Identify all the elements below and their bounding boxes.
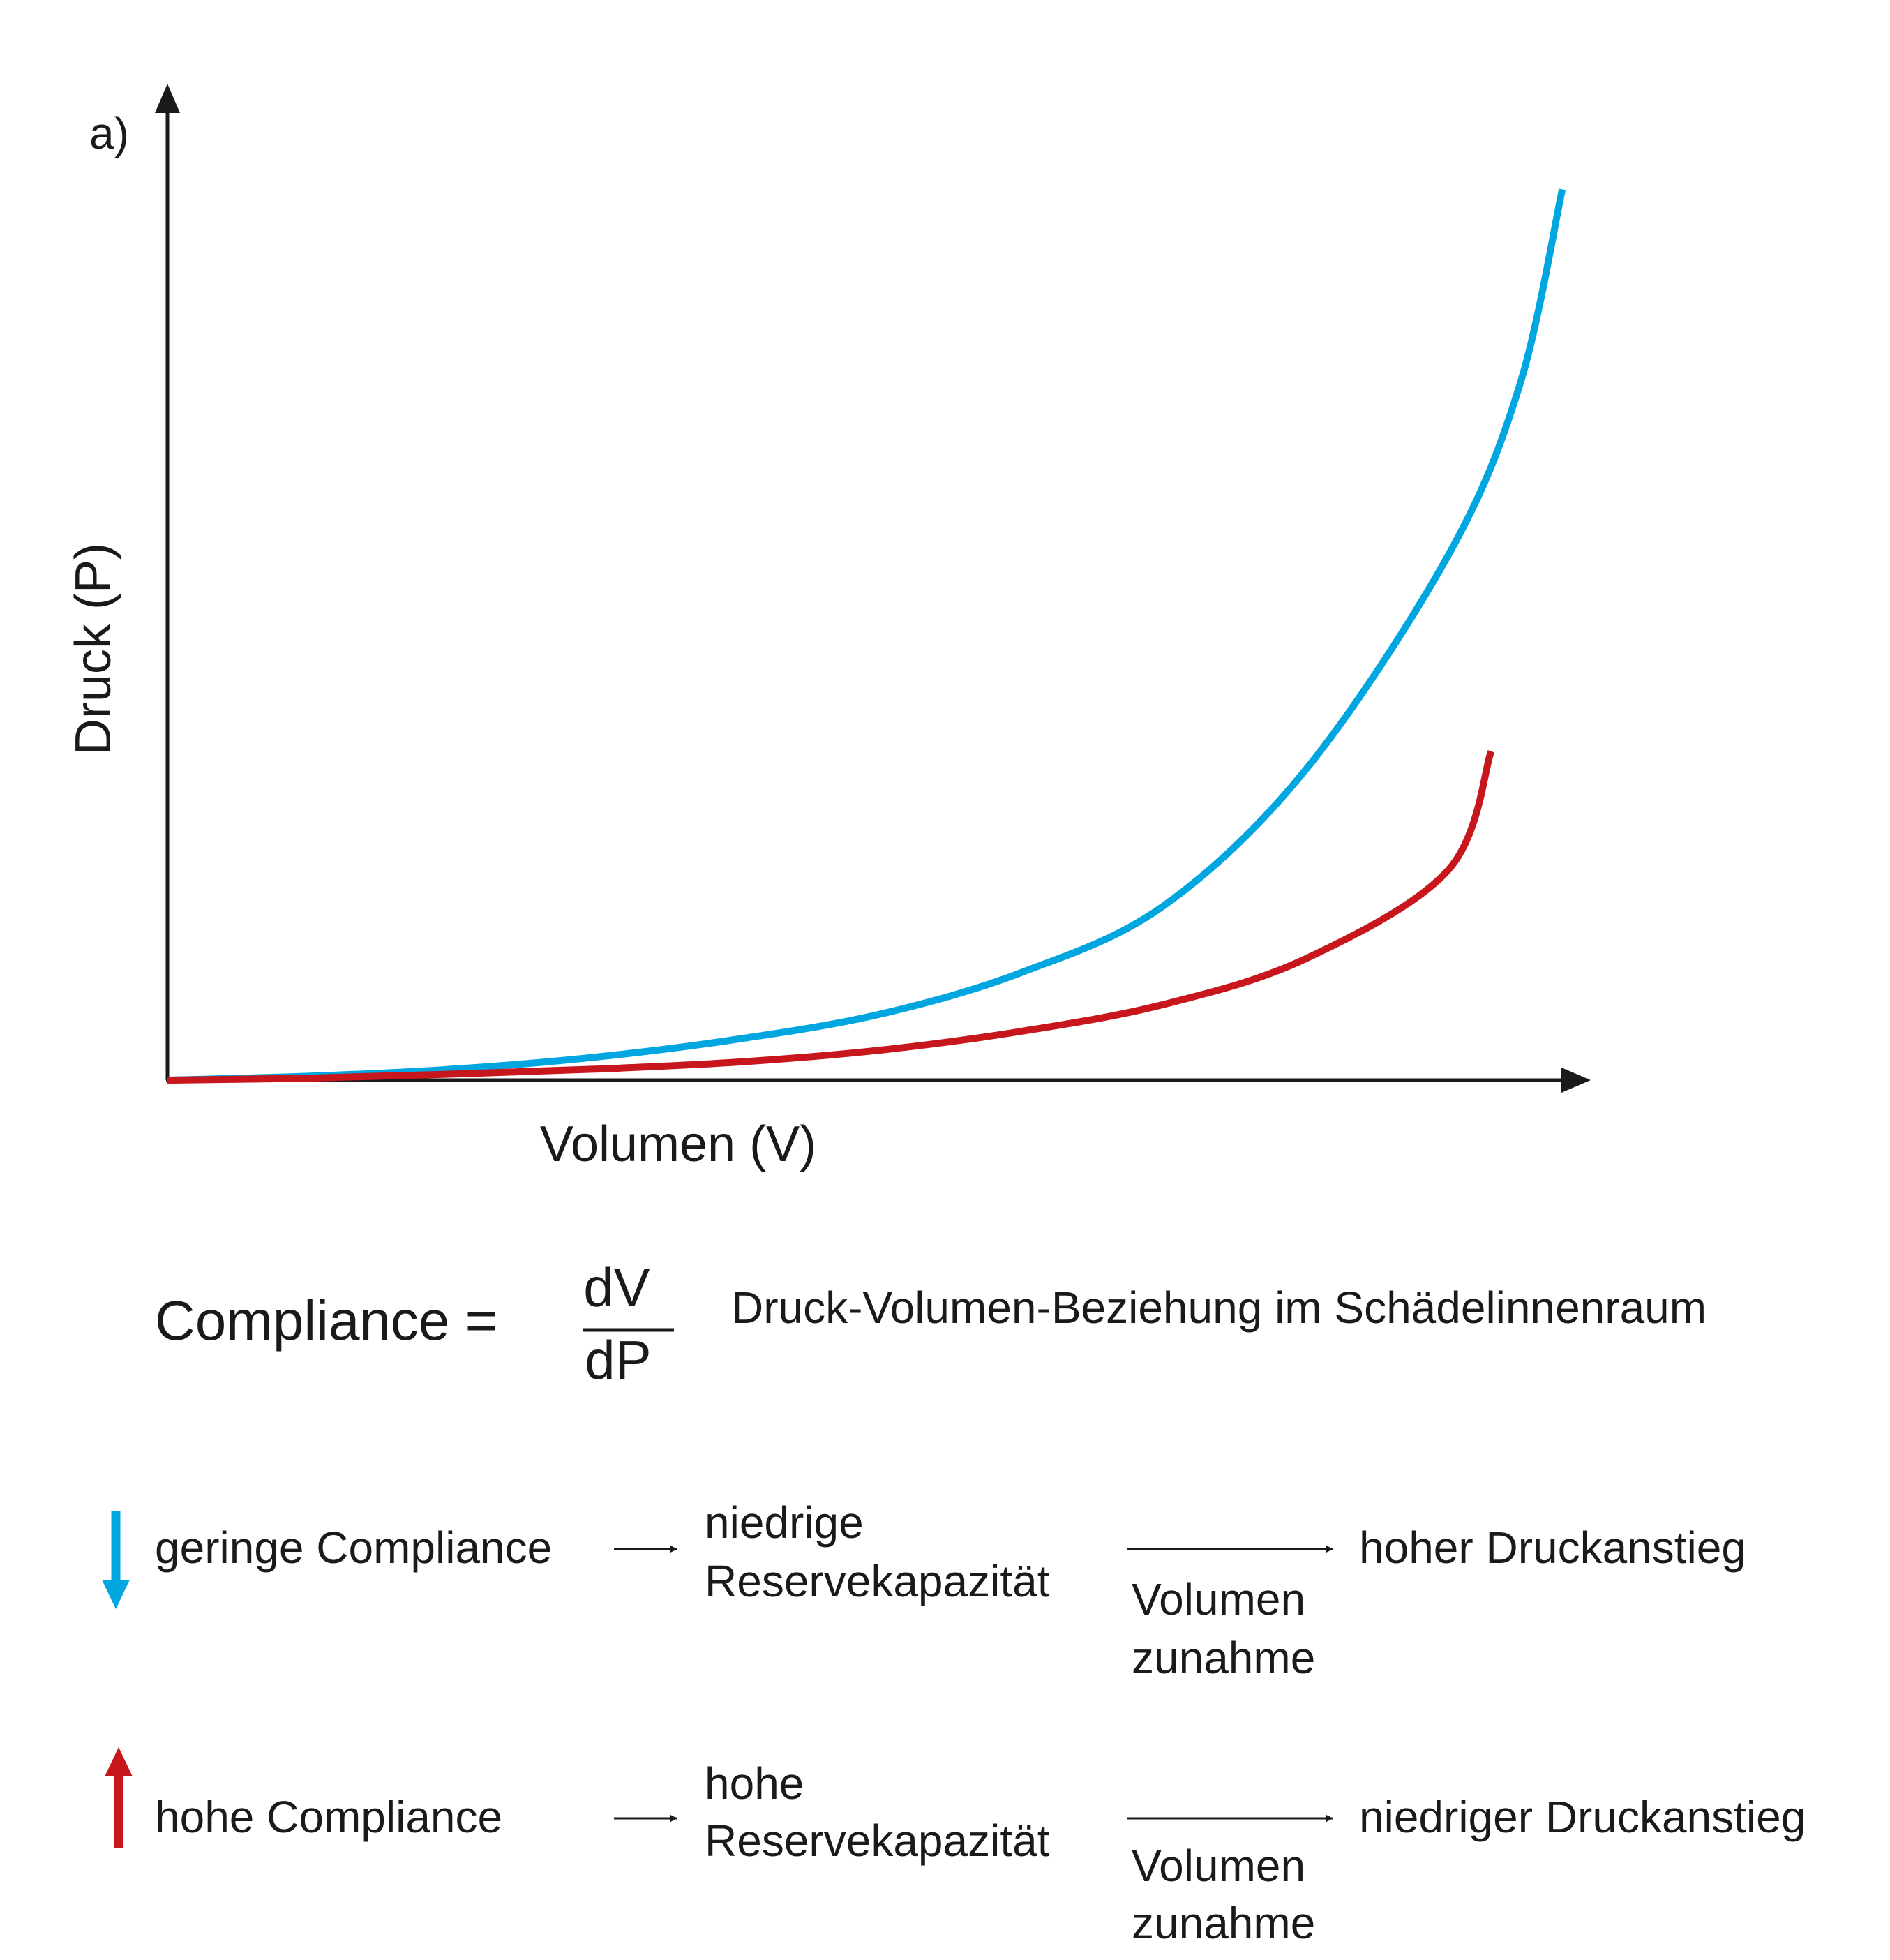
row1-volume-line1: Volumen bbox=[1132, 1574, 1305, 1624]
x-axis-label: Volumen (V) bbox=[540, 1116, 816, 1172]
row1-reserve-line2: Reservekapazität bbox=[705, 1556, 1050, 1606]
y-axis-arrowhead bbox=[155, 84, 180, 113]
row2-volume-line2: zunahme bbox=[1132, 1898, 1315, 1948]
formula-caption: Druck-Volumen-Beziehung im Schädelinnenr… bbox=[731, 1282, 1707, 1333]
red-up-arrow-icon bbox=[105, 1747, 133, 1776]
series-low-compliance-curve bbox=[167, 188, 1566, 1084]
y-axis-label: Druck (P) bbox=[66, 543, 121, 755]
series-high-compliance-curve bbox=[167, 750, 1494, 1084]
row1-result: hoher Druckanstieg bbox=[1359, 1523, 1746, 1573]
formula-lhs: Compliance = bbox=[155, 1289, 497, 1352]
row2-result: niedriger Druckanstieg bbox=[1359, 1792, 1806, 1842]
x-axis-arrowhead bbox=[1561, 1068, 1591, 1093]
formula-numerator: dV bbox=[583, 1257, 650, 1318]
panel-label: a) bbox=[89, 108, 129, 158]
blue-down-arrow-icon bbox=[102, 1580, 130, 1609]
row2-compliance: hohe Compliance bbox=[155, 1792, 502, 1842]
row-high-compliance: hohe Compliance hohe Reservekapazität Vo… bbox=[105, 1747, 1806, 1948]
row1-compliance: geringe Compliance bbox=[155, 1523, 552, 1573]
chart-curves bbox=[167, 188, 1566, 1084]
compliance-formula: Compliance = dV dP Druck-Volumen-Beziehu… bbox=[155, 1257, 1707, 1391]
formula-denominator: dP bbox=[585, 1329, 651, 1391]
chart-axes bbox=[155, 84, 1591, 1093]
row2-reserve-line1: hohe bbox=[705, 1758, 804, 1809]
row1-volume-line2: zunahme bbox=[1132, 1633, 1315, 1683]
row2-reserve-line2: Reservekapazität bbox=[705, 1816, 1050, 1866]
row-low-compliance: geringe Compliance niedrige Reservekapaz… bbox=[102, 1497, 1746, 1683]
row2-volume-line1: Volumen bbox=[1132, 1841, 1305, 1891]
row1-reserve-line1: niedrige bbox=[705, 1497, 864, 1548]
